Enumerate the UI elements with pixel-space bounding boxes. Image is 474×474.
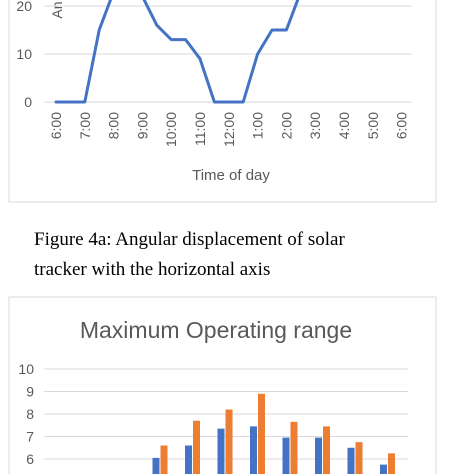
bar-chart-bar <box>290 421 298 474</box>
line-chart-x-tick-label: 11:00 <box>192 112 208 146</box>
line-chart-x-tick-label: 8:00 <box>106 112 122 139</box>
line-chart-x-tick-label: 4:00 <box>336 112 352 139</box>
bar-chart-bar <box>185 445 192 474</box>
bar-chart-bar <box>225 409 233 474</box>
line-chart-x-tick-label: 6:00 <box>48 112 64 139</box>
bar-chart-y-ticks: 6 7 8 9 10 <box>18 361 34 467</box>
bar-chart-bar <box>347 447 355 474</box>
line-chart-x-tick-label: 1:00 <box>250 112 266 139</box>
line-chart-x-axis-title: Time of day <box>192 167 270 184</box>
bar-chart-bar <box>323 426 330 474</box>
bar-chart-y-tick-label: 6 <box>26 451 34 467</box>
line-chart-x-tick-label: 3:00 <box>307 112 323 139</box>
bar-chart-bar <box>250 426 257 474</box>
bar-chart-y-tick-label: 7 <box>26 429 34 445</box>
bar-chart-bar <box>152 457 160 474</box>
bar-chart-y-tick-label: 8 <box>26 406 34 422</box>
line-chart: An 0 10 20 6:00 7:00 8:00 9:00 10:00 11:00 12:00… <box>8 0 437 203</box>
line-chart-x-tick-label: 7:00 <box>77 112 93 139</box>
line-chart-x-tick-label: 12:00 <box>221 112 237 147</box>
bar-chart-title: Maximum Operating range <box>80 317 352 343</box>
bar-chart: Maximum Operating range 6 7 8 9 10 <box>8 296 437 474</box>
line-chart-y-axis-title: An <box>49 1 65 18</box>
bar-chart-bar <box>315 437 322 474</box>
line-chart-x-ticks: 6:00 7:00 8:00 9:00 10:00 11:00 12:00 1:00 2:00 3… <box>48 112 410 147</box>
bar-chart-bar <box>258 393 265 474</box>
bar-chart-bar <box>217 428 225 474</box>
line-chart-y-ticks: 0 10 20 <box>16 0 32 110</box>
line-chart-series-line <box>54 0 300 104</box>
line-chart-x-tick-label: 2:00 <box>278 112 294 139</box>
bar-chart-bar <box>193 420 200 474</box>
bar-chart-y-tick-label: 9 <box>26 384 34 400</box>
bar-chart-bar <box>355 442 363 474</box>
caption-line-2: tracker with the horizontal axis <box>34 259 270 280</box>
line-chart-x-tick-label: 10:00 <box>163 112 179 147</box>
bar-chart-bar <box>380 464 387 474</box>
line-chart-x-tick-label: 5:00 <box>365 112 381 139</box>
caption-line-1: Figure 4a: Angular displacement of solar <box>34 229 345 250</box>
line-chart-x-tick-label: 6:00 <box>394 112 410 139</box>
line-chart-y-tick-label: 10 <box>16 46 32 62</box>
line-chart-series <box>54 0 300 104</box>
bar-chart-y-tick-label: 10 <box>18 361 34 377</box>
bar-chart-bar <box>388 453 395 474</box>
line-chart-y-tick-label: 0 <box>24 94 32 110</box>
bar-chart-bars <box>152 393 395 474</box>
line-chart-x-tick-label: 9:00 <box>134 112 150 139</box>
figure-caption: Figure 4a: Angular displacement of solar… <box>34 229 345 280</box>
bar-chart-bar <box>282 437 290 474</box>
line-chart-y-tick-label: 20 <box>16 0 32 14</box>
bar-chart-bar <box>160 445 168 474</box>
